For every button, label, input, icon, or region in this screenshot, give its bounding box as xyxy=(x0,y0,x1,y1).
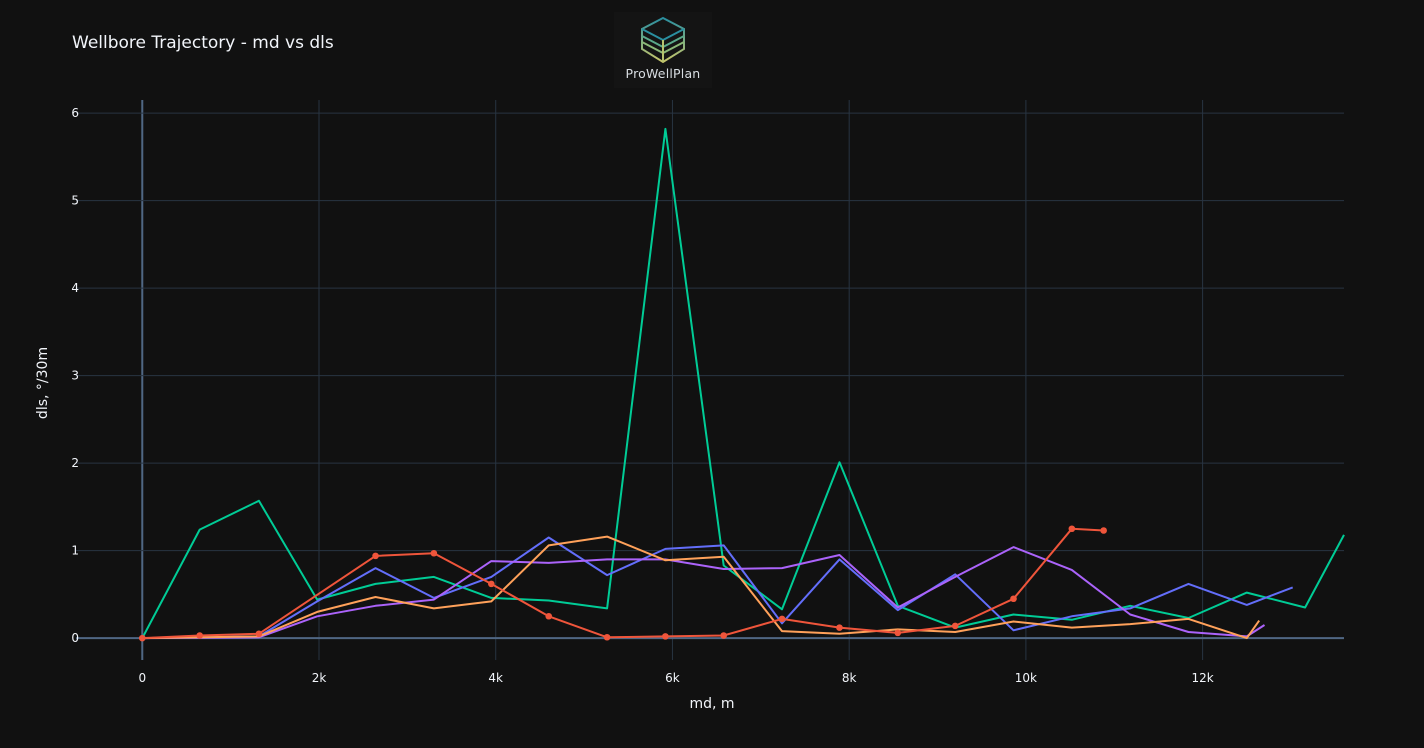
series-line-5 xyxy=(142,527,1104,640)
data-point xyxy=(545,612,553,620)
data-point xyxy=(488,580,495,588)
series-line-1 xyxy=(141,127,1345,639)
y-tick-label: 4 xyxy=(71,281,79,295)
series-line-3 xyxy=(142,546,1266,640)
data-point xyxy=(1100,527,1107,534)
x-tick-label: 8k xyxy=(842,671,857,685)
series-layer xyxy=(138,127,1345,642)
data-point xyxy=(603,633,611,641)
y-tick-label: 3 xyxy=(71,369,79,383)
y-tick-label: 5 xyxy=(71,194,79,208)
data-point xyxy=(1010,595,1017,603)
x-axis-title: md, m xyxy=(689,696,734,712)
chart-title: Wellbore Trajectory - md vs dls xyxy=(72,33,334,53)
data-point xyxy=(894,629,902,637)
x-tick-label: 6k xyxy=(665,671,680,685)
x-tick-label: 12k xyxy=(1192,671,1214,685)
y-tick-label: 2 xyxy=(71,456,79,470)
data-point xyxy=(951,622,959,630)
data-point xyxy=(430,549,438,557)
x-tick-label: 2k xyxy=(312,671,327,685)
logo-text: ProWellPlan xyxy=(625,66,701,81)
data-point xyxy=(720,632,727,639)
data-point xyxy=(778,615,786,623)
cube-logo-icon xyxy=(641,16,685,64)
series-line-2 xyxy=(142,536,1294,640)
x-tick-label: 10k xyxy=(1015,671,1037,685)
data-point xyxy=(836,624,843,631)
data-point xyxy=(138,634,146,642)
y-axis-title: dls, °/30m xyxy=(35,347,51,419)
data-point xyxy=(662,633,669,640)
data-point xyxy=(372,552,379,560)
grid-layer xyxy=(76,100,1344,660)
y-tick-label: 0 xyxy=(71,631,79,645)
data-point xyxy=(1068,525,1076,533)
prowellplan-logo: ProWellPlan xyxy=(614,12,712,88)
tick-layer: 0 2k 4k 6k 8k 10k 12k 0 1 2 3 4 5 6 xyxy=(71,106,1213,685)
data-point xyxy=(255,630,263,638)
y-tick-label: 6 xyxy=(71,106,79,120)
x-tick-label: 0 xyxy=(138,671,146,685)
y-tick-label: 1 xyxy=(71,544,79,558)
data-point xyxy=(196,632,204,639)
x-tick-label: 4k xyxy=(488,671,503,685)
series-line-4 xyxy=(142,535,1261,640)
